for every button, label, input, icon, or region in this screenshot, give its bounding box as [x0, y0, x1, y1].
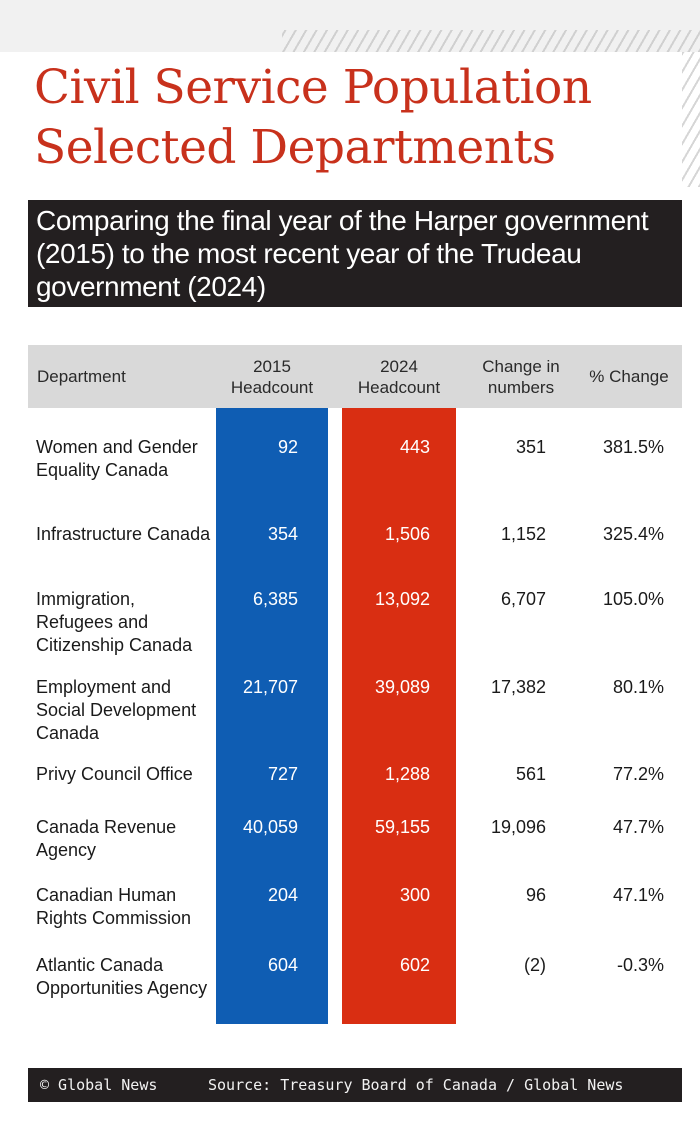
value-pct-change: -0.3% — [616, 955, 664, 975]
value-pct-change: 325.4% — [602, 524, 664, 544]
value-change: (2) — [524, 955, 546, 975]
value-2015: 727 — [267, 764, 298, 784]
value-pct-change: 47.7% — [612, 817, 664, 837]
value-2024: 39,089 — [374, 677, 430, 697]
value-pct-change: 381.5% — [602, 437, 664, 457]
column-header-2015-label: Headcount — [230, 377, 314, 397]
value-pct-change: 77.2% — [612, 764, 664, 784]
value-2024: 443 — [399, 437, 430, 457]
department-name: Infrastructure Canada — [36, 524, 211, 544]
value-2015: 40,059 — [242, 817, 298, 837]
column-header-2024-label: Headcount — [357, 377, 441, 397]
title-line-2: Selected Departments — [34, 120, 556, 175]
chart-title: Civil Service Population Selected Depart… — [34, 58, 674, 178]
column-band-2024 — [342, 408, 456, 1024]
value-2024: 1,288 — [384, 764, 430, 784]
table-header: Department 2015 Headcount 2024 Headcount C… — [28, 345, 682, 408]
column-header-change-line2: numbers — [487, 377, 555, 397]
value-2015: 21,707 — [242, 677, 298, 697]
department-name: Women and Gender Equality Canada — [36, 437, 198, 480]
column-header-department: Department — [28, 345, 216, 408]
column-header-department-label: Department — [37, 367, 126, 386]
value-change: 561 — [515, 764, 546, 784]
value-2015: 604 — [267, 955, 298, 975]
column-header-change: Change in numbers — [466, 345, 576, 408]
value-2015: 6,385 — [252, 589, 298, 609]
title-line-1: Civil Service Population — [34, 60, 592, 115]
value-2024: 1,506 — [384, 524, 430, 544]
column-band-2015 — [216, 408, 328, 1024]
value-pct-change: 47.1% — [612, 885, 664, 905]
department-name: Atlantic Canada Opportunities Agency — [36, 955, 208, 998]
value-pct-change: 105.0% — [602, 589, 664, 609]
value-2015: 92 — [277, 437, 298, 457]
value-change: 96 — [525, 885, 546, 905]
value-change: 1,152 — [500, 524, 546, 544]
hatch-decoration-side — [682, 52, 700, 187]
department-name: Immigration, Refugees and Citizenship Ca… — [36, 589, 193, 655]
value-change: 17,382 — [490, 677, 546, 697]
column-header-pct-change: % Change — [576, 345, 682, 408]
department-name: Canadian Human Rights Commission — [36, 885, 192, 928]
value-2015: 204 — [267, 885, 298, 905]
value-change: 19,096 — [490, 817, 546, 837]
column-header-2024-year: 2024 — [380, 356, 418, 376]
chart-subtitle: Comparing the final year of the Harper g… — [28, 200, 682, 307]
department-name: Employment and Social Development Canada — [36, 677, 197, 743]
value-pct-change: 80.1% — [612, 677, 664, 697]
value-2024: 602 — [399, 955, 430, 975]
value-2024: 13,092 — [374, 589, 430, 609]
value-2024: 300 — [399, 885, 430, 905]
column-header-2024: 2024 Headcount — [342, 345, 456, 408]
value-change: 351 — [515, 437, 546, 457]
column-header-2015: 2015 Headcount — [216, 345, 328, 408]
column-header-change-line1: Change in — [482, 356, 560, 376]
department-name: Canada Revenue Agency — [36, 817, 177, 860]
value-2024: 59,155 — [374, 817, 430, 837]
footer-credit: © Global News — [40, 1076, 158, 1094]
value-2015: 354 — [267, 524, 298, 544]
footer-bar: © Global News Source: Treasury Board of … — [28, 1068, 682, 1102]
value-change: 6,707 — [500, 589, 546, 609]
footer-source: Source: Treasury Board of Canada / Globa… — [208, 1076, 624, 1094]
column-header-pct-label: % Change — [589, 367, 669, 386]
column-header-2015-year: 2015 — [253, 356, 291, 376]
department-name: Privy Council Office — [36, 764, 193, 784]
hatch-decoration — [282, 30, 700, 52]
